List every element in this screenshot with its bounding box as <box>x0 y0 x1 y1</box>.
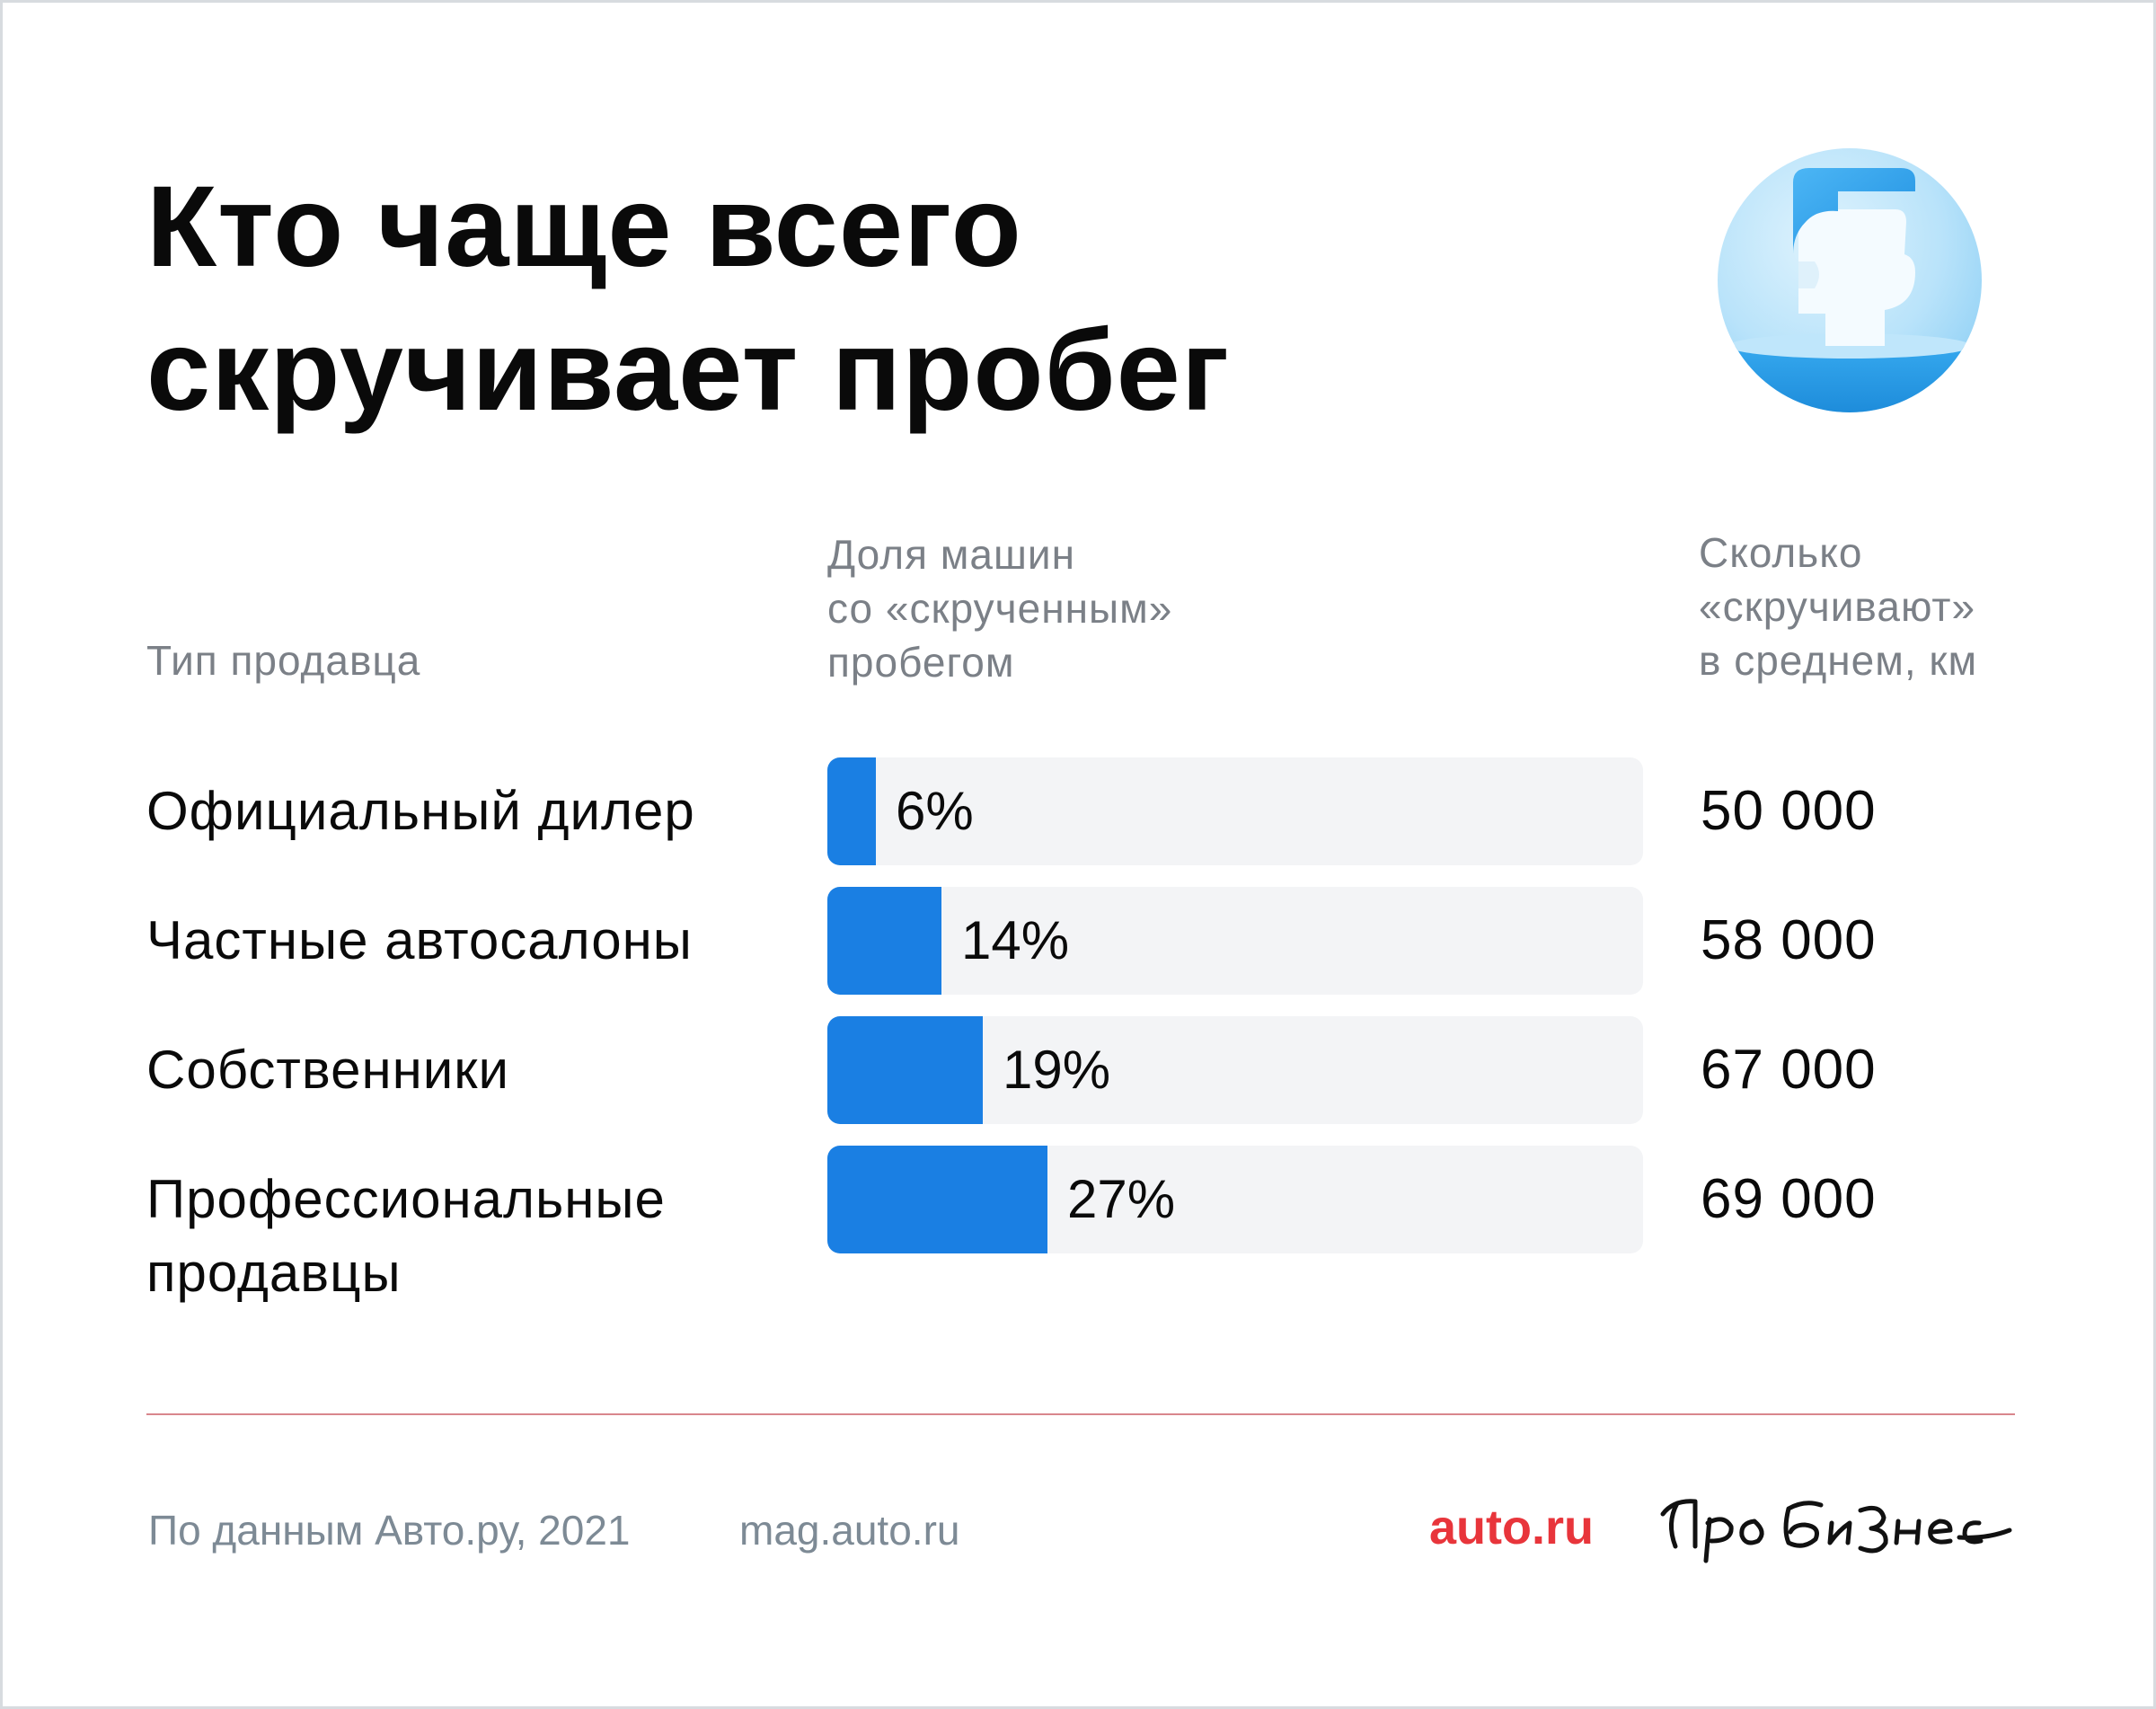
title-line-1: Кто чаще всего <box>146 163 1022 291</box>
column-header-share: Доля машин со «скрученным» пробегом <box>827 531 1173 686</box>
bar-track: 19% <box>827 1016 1643 1124</box>
row-label-line: Собственники <box>146 1040 509 1100</box>
pro-biznes-logo <box>1660 1499 2012 1563</box>
bar <box>827 1016 983 1124</box>
bar-value-label: 14% <box>961 910 1070 970</box>
bar-value-label: 27% <box>1067 1169 1176 1229</box>
row-label: Официальный дилер <box>146 775 695 848</box>
row-label: Частные автосалоны <box>146 904 693 978</box>
row-label-line: Профессиональные <box>146 1169 666 1229</box>
column-header-mileage: Сколько «скручивают» в среднем, км <box>1699 529 1978 684</box>
bar <box>827 887 941 995</box>
row-label: Собственники <box>146 1033 509 1107</box>
title-line-2: скручивает пробег <box>146 306 1231 435</box>
bar-value-label: 6% <box>896 781 974 841</box>
auto-ru-logo: auto.ru <box>1429 1501 1594 1554</box>
person-avatar-icon <box>1718 148 1982 412</box>
source-note: По данным Авто.ру, 2021 <box>148 1507 631 1554</box>
mileage-value: 67 000 <box>1701 1039 1877 1101</box>
page-title: Кто чаще всего скручивает пробег <box>146 155 1230 443</box>
mileage-value: 69 000 <box>1701 1168 1877 1230</box>
row-label-line: продавцы <box>146 1243 402 1303</box>
site-link[interactable]: mag.auto.ru <box>739 1507 960 1554</box>
row-label-line: Официальный дилер <box>146 781 695 841</box>
row-label: Профессиональные продавцы <box>146 1163 666 1310</box>
column-header-seller: Тип продавца <box>146 637 421 684</box>
divider <box>146 1413 2015 1415</box>
bar-track: 14% <box>827 887 1643 995</box>
infographic-card: Кто чаще всего скручивает пробег <box>3 3 2153 1706</box>
mileage-value: 58 000 <box>1701 909 1877 971</box>
bar-value-label: 19% <box>1003 1040 1111 1100</box>
mileage-value: 50 000 <box>1701 780 1877 842</box>
bar <box>827 757 876 865</box>
bar-track: 27% <box>827 1146 1643 1253</box>
bar-track: 6% <box>827 757 1643 865</box>
bar <box>827 1146 1047 1253</box>
row-label-line: Частные автосалоны <box>146 910 693 970</box>
